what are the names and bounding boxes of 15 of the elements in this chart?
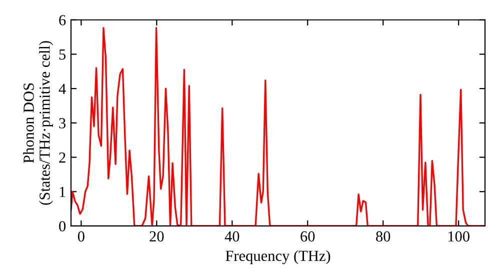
y-tick-label: 5 xyxy=(59,50,66,60)
y-tick-label: 0 xyxy=(59,221,66,232)
x-axis-title: Frequency (THz) xyxy=(226,250,330,264)
y-tick-label: 4 xyxy=(58,84,66,94)
y-tick-label: 3 xyxy=(59,118,66,128)
y-tick-label: 2 xyxy=(59,152,66,163)
x-tick-label: 100 xyxy=(448,231,470,242)
x-tick-label: 80 xyxy=(376,231,390,242)
y-tick-label: 6 xyxy=(59,15,66,26)
y-axis-title: Phonon DOS (States/THz·primitive cell) xyxy=(23,41,53,205)
x-tick-label: 20 xyxy=(150,231,164,242)
x-tick-label: 40 xyxy=(224,231,240,242)
y-tick-label: 1 xyxy=(60,186,66,197)
x-tick-label: 60 xyxy=(300,231,315,242)
x-tick-label: 0 xyxy=(78,231,84,242)
